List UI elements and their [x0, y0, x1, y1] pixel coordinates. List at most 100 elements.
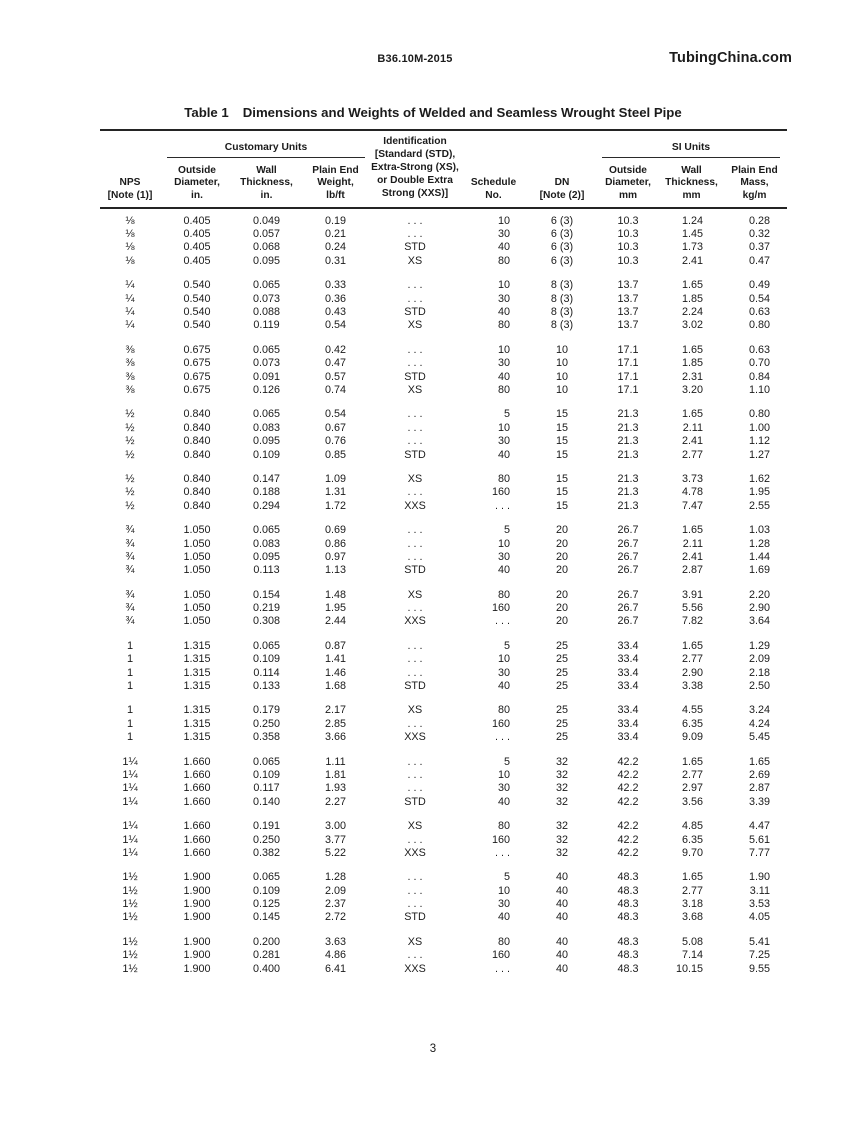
- column-header-identification: Identification [Standard (STD), Extra-Stro…: [371, 136, 459, 199]
- cell-wall_mm: 5.08: [681, 935, 703, 948]
- table-row: ¾ 1.050 0.154 1.48 XS 80 20 26.7 3.91 2.20: [100, 588, 787, 601]
- cell-wall_in: 0.117: [253, 782, 280, 795]
- cell-schedule: 10: [497, 537, 510, 550]
- cell-od_in: 1.050: [183, 588, 211, 601]
- cell-ident: XS: [407, 588, 423, 601]
- cell-od_mm: 26.7: [617, 537, 639, 550]
- cell-schedule: 80: [497, 704, 510, 717]
- cell-schedule: 80: [497, 383, 510, 396]
- cell-schedule: 80: [497, 254, 510, 267]
- cell-nps: ⅛: [125, 228, 135, 241]
- cell-od_in: 0.840: [183, 435, 211, 448]
- cell-od_in: 0.675: [183, 383, 211, 396]
- table-row: 1¼ 1.660 0.109 1.81 . . . 10 32 42.2 2.77 2.69: [100, 768, 787, 781]
- cell-schedule: 160: [491, 833, 510, 846]
- cell-wall_mm: 2.31: [681, 370, 703, 383]
- cell-weight: 4.86: [324, 949, 346, 962]
- column-header-wall_in: Wall Thickness, in.: [240, 164, 293, 202]
- cell-mass: 2.55: [748, 499, 770, 512]
- cell-od_mm: 26.7: [617, 564, 639, 577]
- cell-schedule: 5: [503, 639, 510, 652]
- cell-schedule: 10: [497, 768, 510, 781]
- cell-weight: 0.54: [324, 319, 346, 332]
- cell-od_mm: 17.1: [617, 370, 639, 383]
- cell-wall_in: 0.109: [252, 768, 281, 781]
- cell-od_in: 1.900: [183, 884, 211, 897]
- table-row: ¾ 1.050 0.308 2.44 XXS . . . 20 26.7 7.82 3.64: [100, 615, 787, 628]
- cell-mass: 1.90: [748, 871, 770, 884]
- cell-nps: 1: [126, 680, 134, 693]
- cell-ident: . . .: [407, 666, 423, 679]
- cell-dn: 32: [555, 755, 568, 768]
- cell-nps: 1½: [122, 935, 138, 948]
- cell-wall_in: 0.083: [252, 537, 281, 550]
- cell-wall_mm: 2.41: [681, 254, 703, 267]
- cell-weight: 0.24: [324, 241, 346, 254]
- cell-weight: 2.85: [324, 717, 346, 730]
- cell-dn: 15: [555, 448, 568, 461]
- cell-schedule: 30: [497, 666, 510, 679]
- cell-ident: . . .: [407, 524, 423, 537]
- cell-schedule: 10: [497, 343, 510, 356]
- cell-dn: 25: [555, 680, 568, 693]
- column-header-schedule: Schedule No.: [470, 177, 517, 202]
- cell-mass: 7.77: [748, 846, 770, 859]
- cell-dn: 8 (3): [550, 292, 574, 305]
- cell-od_in: 0.840: [183, 448, 211, 461]
- column-header-mass: Plain End Mass, kg/m: [731, 164, 778, 202]
- cell-dn: 20: [555, 602, 568, 615]
- cell-nps: ⅜: [125, 370, 135, 383]
- cell-schedule: 40: [497, 564, 510, 577]
- cell-wall_in: 0.091: [252, 370, 281, 383]
- table-row: ¾ 1.050 0.065 0.69 . . . 5 20 26.7 1.65 1.03: [100, 523, 787, 536]
- cell-od_mm: 33.4: [617, 653, 639, 666]
- cell-ident: XS: [407, 383, 423, 396]
- cell-mass: 2.69: [748, 768, 770, 781]
- cell-weight: 0.19: [324, 214, 346, 227]
- cell-schedule: 40: [497, 370, 510, 383]
- cell-weight: 3.77: [324, 833, 346, 846]
- cell-schedule: 30: [497, 782, 510, 795]
- cell-wall_in: 0.065: [252, 524, 281, 537]
- cell-dn: 20: [555, 615, 568, 628]
- cell-wall_in: 0.308: [252, 615, 281, 628]
- cell-wall_mm: 3.68: [681, 911, 703, 924]
- cell-wall_mm: 4.78: [681, 486, 703, 499]
- cell-mass: 1.00: [748, 421, 770, 434]
- cell-nps: ½: [125, 448, 135, 461]
- cell-od_mm: 17.1: [617, 383, 639, 396]
- cell-weight: 1.11: [325, 755, 346, 768]
- cell-ident: . . .: [407, 214, 423, 227]
- cell-wall_in: 0.065: [252, 755, 281, 768]
- table-row: ⅛ 0.405 0.068 0.24 STD 40 6 (3) 10.3 1.73 0.37: [100, 241, 787, 254]
- cell-schedule: . . .: [495, 615, 510, 628]
- cell-dn: 8 (3): [550, 306, 574, 319]
- cell-nps: ½: [125, 421, 135, 434]
- table-row: ⅛ 0.405 0.095 0.31 XS 80 6 (3) 10.3 2.41 0.47: [100, 254, 787, 267]
- cell-od_in: 0.675: [183, 343, 211, 356]
- cell-od_mm: 17.1: [617, 343, 639, 356]
- cell-od_in: 1.050: [183, 524, 211, 537]
- cell-nps: 1: [126, 666, 134, 679]
- cell-nps: ⅛: [125, 254, 135, 267]
- cell-wall_mm: 5.56: [681, 602, 703, 615]
- cell-od_in: 0.840: [183, 472, 211, 485]
- column-headers: NPS [Note (1)] Outside Diameter, in. Wall Thic…: [100, 165, 787, 207]
- cell-mass: 0.54: [748, 292, 770, 305]
- table-row: 1½ 1.900 0.125 2.37 . . . 30 40 48.3 3.18 3.53: [100, 897, 787, 910]
- cell-ident: . . .: [407, 639, 423, 652]
- cell-dn: 25: [555, 666, 568, 679]
- cell-ident: STD: [404, 241, 426, 254]
- cell-od_in: 1.660: [183, 768, 211, 781]
- cell-od_in: 1.315: [183, 731, 211, 744]
- cell-weight: 0.54: [324, 408, 346, 421]
- cell-dn: 10: [555, 357, 568, 370]
- cell-dn: 32: [555, 768, 568, 781]
- cell-mass: 1.95: [748, 486, 770, 499]
- cell-wall_in: 0.095: [252, 435, 281, 448]
- table-title: Table 1 Dimensions and Weights of Welded …: [0, 105, 866, 120]
- nps-row-group: ½ 0.840 0.065 0.54 . . . 5 15 21.3 1.65 0.80 ½ 0.84…: [100, 408, 787, 462]
- cell-od_in: 1.050: [183, 550, 211, 563]
- cell-wall_in: 0.250: [252, 833, 281, 846]
- table-row: 1 1.315 0.065 0.87 . . . 5 25 33.4 1.65 1.29: [100, 639, 787, 652]
